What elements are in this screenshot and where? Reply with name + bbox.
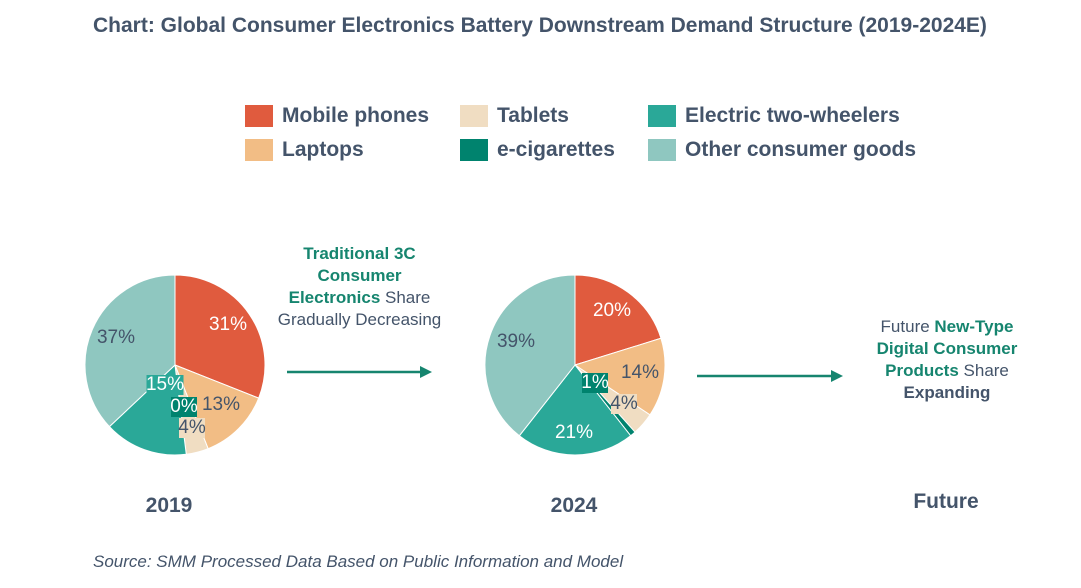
legend-swatch: [245, 105, 273, 127]
pie-label-electric-two-wheelers: 15%: [146, 374, 184, 395]
pie-slice-laptops: [174, 364, 260, 450]
pie-label-e-cigarettes: 0%: [170, 396, 198, 417]
source-note: Source: SMM Processed Data Based on Publ…: [93, 552, 624, 571]
arrow-2019-to-2024: [287, 366, 432, 378]
pie-label-other-consumer-goods: 37%: [97, 327, 135, 348]
pie-label-box: [171, 397, 197, 417]
legend-label: Mobile phones: [282, 104, 429, 127]
pie-label-electric-two-wheelers: 21%: [555, 422, 593, 443]
pie-label-tablets: 4%: [178, 417, 206, 438]
pie-label-other-consumer-goods: 39%: [497, 331, 535, 352]
pie-label-box: [611, 394, 637, 414]
legend-label: Electric two-wheelers: [685, 104, 900, 127]
pie-label-laptops: 13%: [202, 394, 240, 415]
pie-chart-2024: 20% 14% 4%1% 21% 39%: [484, 274, 666, 456]
pie-label-tablets: 4%: [610, 393, 638, 414]
pie-slice-other-consumer-goods: [484, 274, 576, 437]
year-label-2024: 2024: [550, 494, 598, 517]
pie-label-mobile-phones: 31%: [209, 314, 247, 335]
legend: Mobile phones Tablets Electric two-wheel…: [245, 102, 1005, 172]
pie-chart-2019: 31% 13%4%0%15% 37%: [84, 274, 266, 456]
caption-traditional: Traditional 3C Consumer Electronics Shar…: [272, 243, 447, 331]
legend-swatch: [648, 139, 676, 161]
caption-future-bold: Expanding: [903, 383, 991, 402]
pie-label-box: [582, 373, 608, 393]
caption-future: Future New-Type Digital Consumer Product…: [862, 316, 1032, 404]
pie-label-mobile-phones: 20%: [593, 300, 631, 321]
caption-future-lead: Future: [880, 317, 935, 336]
legend-label: Tablets: [497, 104, 569, 127]
pie-label-box: [179, 418, 205, 438]
legend-label: e-cigarettes: [497, 138, 615, 161]
pie-slice-laptops: [573, 337, 666, 416]
caption-traditional-rest: Share Gradually Decreasing: [277, 288, 442, 329]
caption-future-mid: Share: [958, 361, 1009, 380]
chart-title: Chart: Global Consumer Electronics Batte…: [93, 14, 987, 37]
pie-slice-mobile-phones: [574, 274, 662, 366]
legend-label: Other consumer goods: [685, 138, 917, 161]
arrow-2024-to-future: [697, 370, 843, 382]
year-label-future: Future: [913, 490, 979, 513]
legend-swatch: [460, 139, 488, 161]
pie-slice-mobile-phones: [174, 274, 266, 399]
pie-label-e-cigarettes: 1%: [581, 372, 609, 393]
pie-label-laptops: 14%: [621, 362, 659, 383]
caption-future-highlight: New-Type Digital Consumer Products: [876, 317, 1018, 380]
pie-label-box: [146, 375, 184, 395]
legend-swatch: [648, 105, 676, 127]
legend-swatch: [245, 139, 273, 161]
pie-slice-electric-two-wheelers: [518, 364, 632, 456]
caption-traditional-highlight: Traditional 3C Consumer Electronics: [288, 244, 416, 307]
legend-swatch: [460, 105, 488, 127]
year-label-2019: 2019: [145, 494, 193, 517]
pie-slice-other-consumer-goods: [84, 274, 176, 428]
legend-label: Laptops: [282, 138, 364, 161]
